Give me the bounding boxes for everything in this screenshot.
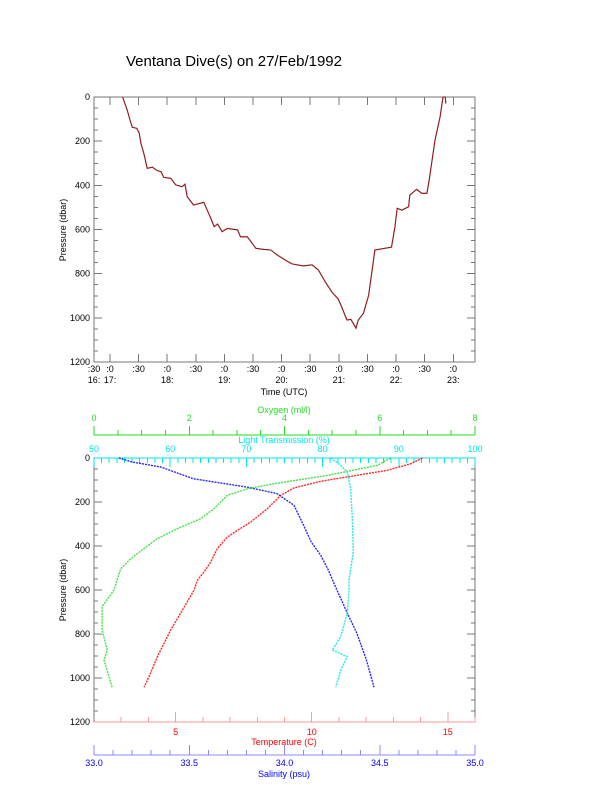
x-tick-label-hour: 20:	[275, 375, 288, 385]
temperature-tick-label: 5	[173, 727, 178, 737]
oxygen-profile-line	[101, 457, 392, 688]
y-tick-label: 0	[85, 92, 90, 102]
x-tick-label-hour: 18:	[161, 375, 174, 385]
x-tick-label-minutes: :30	[88, 364, 101, 374]
x-tick-label-minutes: :30	[361, 364, 374, 374]
x-tick-label-minutes: :0	[335, 364, 343, 374]
light-transmission-axis-title: Light Transmission (%)	[238, 435, 330, 445]
x-tick-label-minutes: :30	[247, 364, 260, 374]
x-tick-label-hour: 22:	[390, 375, 403, 385]
x-tick-label-minutes: :30	[418, 364, 431, 374]
x-tick-label-hour: 23:	[447, 375, 460, 385]
chart-title: Ventana Dive(s) on 27/Feb/1992	[126, 53, 342, 70]
y-tick-label: 1200	[70, 717, 90, 727]
x-tick-label-minutes: :30	[132, 364, 145, 374]
y-tick-label: 1200	[70, 357, 90, 367]
salinity-tick-label: 33.5	[180, 758, 198, 768]
y-axis-title: Pressure (dbar)	[58, 559, 68, 622]
salinity-tick-label: 33.0	[85, 758, 103, 768]
y-tick-label: 200	[75, 497, 90, 507]
salinity-tick-label: 34.0	[276, 758, 294, 768]
light-transmission-tick-label: 50	[89, 444, 99, 454]
y-tick-label: 800	[75, 269, 90, 279]
oxygen-tick-label: 8	[472, 413, 477, 423]
y-tick-label: 600	[75, 585, 90, 595]
dive-track-line	[122, 96, 447, 330]
salinity-profile-line	[118, 457, 375, 688]
light-transmission-tick-label: 70	[241, 444, 251, 454]
temperature-tick-label: 15	[443, 727, 453, 737]
light-transmission-profile-line	[330, 457, 355, 688]
y-tick-label: 400	[75, 541, 90, 551]
light-transmission-tick-label: 80	[318, 444, 328, 454]
y-tick-label: 1000	[70, 673, 90, 683]
light-transmission-tick-label: 60	[165, 444, 175, 454]
y-tick-label: 800	[75, 629, 90, 639]
salinity-tick-label: 34.5	[371, 758, 389, 768]
dive-track-line-dark	[122, 96, 447, 330]
y-tick-label: 0	[85, 453, 90, 463]
x-axis-title: Time (UTC)	[261, 387, 308, 397]
salinity-axis-title: Salinity (psu)	[258, 769, 310, 779]
y-tick-label: 200	[75, 136, 90, 146]
light-transmission-tick-label: 90	[394, 444, 404, 454]
x-tick-label-minutes: :30	[190, 364, 203, 374]
oxygen-tick-label: 2	[187, 413, 192, 423]
salinity-tick-label: 35.0	[466, 758, 484, 768]
oxygen-tick-label: 0	[91, 413, 96, 423]
x-tick-label-minutes: :0	[163, 364, 171, 374]
bottom-plot-frame	[93, 457, 476, 723]
y-tick-label: 1000	[70, 313, 90, 323]
x-tick-label-minutes: :0	[106, 364, 114, 374]
oxygen-axis-title: Oxygen (ml/l)	[257, 405, 311, 415]
y-axis-title: Pressure (dbar)	[58, 199, 68, 262]
oxygen-tick-label: 4	[282, 413, 287, 423]
top-plot-frame	[93, 96, 476, 363]
y-tick-label: 400	[75, 180, 90, 190]
oxygen-tick-label: 6	[377, 413, 382, 423]
temperature-axis-title: Temperature (C)	[251, 737, 317, 747]
x-tick-label-hour: 21:	[333, 375, 346, 385]
x-tick-label-minutes: :0	[392, 364, 400, 374]
x-tick-label-minutes: :0	[450, 364, 458, 374]
x-tick-label-hour: 17:	[104, 375, 117, 385]
x-tick-label-minutes: :30	[304, 364, 317, 374]
x-tick-label-minutes: :0	[221, 364, 229, 374]
x-tick-label-minutes: :0	[278, 364, 286, 374]
temperature-profile-line	[143, 457, 423, 688]
light-transmission-tick-label: 100	[467, 444, 482, 454]
x-tick-label-hour: 16:	[88, 375, 101, 385]
x-tick-label-hour: 19:	[218, 375, 231, 385]
y-tick-label: 600	[75, 225, 90, 235]
temperature-tick-label: 10	[307, 727, 317, 737]
